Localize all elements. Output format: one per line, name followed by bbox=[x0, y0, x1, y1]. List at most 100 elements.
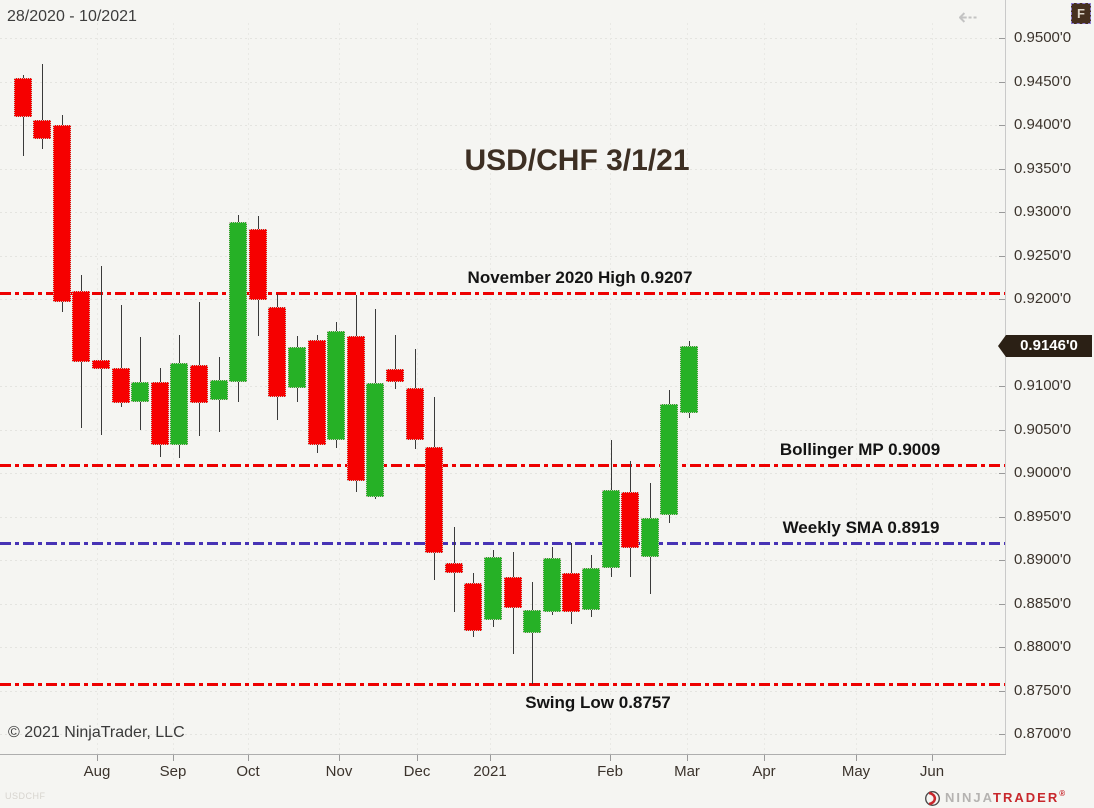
ninjatrader-logo-icon bbox=[925, 790, 940, 806]
gridline-horizontal bbox=[0, 299, 1005, 300]
time-axis-label: Mar bbox=[674, 763, 700, 780]
candle-body-down bbox=[307, 339, 326, 446]
price-axis-label: 0.9000'0 bbox=[1014, 464, 1072, 481]
level-annotation: Weekly SMA 0.8919 bbox=[782, 518, 940, 538]
level-annotation: Bollinger MP 0.9009 bbox=[779, 440, 941, 460]
time-axis-tick bbox=[856, 755, 857, 761]
gridline-horizontal bbox=[0, 690, 1005, 692]
time-axis-tick bbox=[248, 755, 249, 761]
price-axis-label: 0.8850'0 bbox=[1014, 594, 1072, 612]
horizontal-level-line bbox=[0, 683, 1005, 687]
price-axis-line bbox=[1005, 0, 1006, 755]
price-axis-tick bbox=[999, 168, 1005, 170]
candle-body-up bbox=[523, 609, 542, 634]
candle-body-down bbox=[248, 228, 267, 300]
candle-wick bbox=[532, 581, 534, 685]
gridline-horizontal bbox=[0, 38, 1005, 39]
plot-area[interactable]: November 2020 High 0.9207 Bollinger MP 0.… bbox=[0, 0, 1005, 755]
gridline-vertical bbox=[932, 23, 933, 754]
gridline-horizontal bbox=[0, 734, 1005, 735]
price-axis-label: 0.9300'0 bbox=[1014, 203, 1072, 220]
level-annotation: Swing Low 0.8757 bbox=[525, 693, 671, 713]
f-badge[interactable]: F bbox=[1071, 3, 1091, 24]
candle-body-up bbox=[131, 381, 150, 402]
time-axis-label: Sep bbox=[159, 763, 187, 780]
price-axis-label: 0.8950'0 bbox=[1014, 507, 1072, 525]
gridline-horizontal bbox=[0, 560, 1005, 561]
price-axis-label: 0.9050'0 bbox=[1014, 420, 1072, 438]
horizontal-level-line bbox=[0, 464, 1005, 468]
price-axis-tick bbox=[999, 386, 1005, 387]
price-axis-tick bbox=[999, 560, 1005, 561]
price-axis-label: 0.9100'0 bbox=[1014, 377, 1072, 394]
horizontal-level-line bbox=[0, 291, 1005, 295]
price-axis-tick bbox=[999, 255, 1005, 257]
candle-body-down bbox=[621, 492, 640, 548]
scroll-to-latest-arrow-icon[interactable]: ⇠ bbox=[958, 3, 979, 31]
candle-body-down bbox=[13, 78, 32, 118]
gridline-vertical bbox=[610, 23, 611, 754]
candle-body-down bbox=[385, 368, 404, 382]
candle-body-up bbox=[287, 346, 306, 388]
gridline-horizontal bbox=[0, 168, 1005, 170]
candle-body-up bbox=[640, 518, 659, 558]
gridline-vertical bbox=[248, 23, 249, 754]
price-axis-tick bbox=[999, 734, 1005, 735]
time-axis-label: Jun bbox=[919, 763, 945, 780]
candle-body-up bbox=[542, 558, 561, 613]
price-axis-tick bbox=[999, 38, 1005, 39]
price-axis-label: 0.8800'0 bbox=[1014, 638, 1072, 655]
time-axis-tick bbox=[97, 755, 98, 761]
price-axis-label: 0.9250'0 bbox=[1014, 246, 1072, 264]
price-axis-label: 0.9450'0 bbox=[1014, 72, 1072, 90]
candle-body-down bbox=[111, 367, 130, 404]
candle-body-up bbox=[366, 383, 385, 498]
gridline-horizontal bbox=[0, 255, 1005, 257]
ninjatrader-logo: NINJATRADER® bbox=[924, 789, 1065, 807]
candle-body-down bbox=[52, 125, 71, 303]
time-axis-label: Feb bbox=[597, 763, 623, 780]
gridline-horizontal bbox=[0, 473, 1005, 474]
time-axis-label: May bbox=[841, 763, 871, 780]
price-axis-label: 0.9200'0 bbox=[1014, 290, 1072, 307]
gridline-horizontal bbox=[0, 81, 1005, 83]
time-axis-label: Oct bbox=[236, 763, 260, 780]
last-price-badge: 0.9146'0 bbox=[998, 334, 1092, 357]
price-axis-tick bbox=[999, 603, 1005, 605]
price-axis-tick bbox=[999, 81, 1005, 83]
logo-registered-mark: ® bbox=[1059, 789, 1066, 798]
price-axis-tick bbox=[999, 299, 1005, 300]
time-axis-tick bbox=[417, 755, 418, 761]
date-range-label: 28/2020 - 10/2021 bbox=[7, 8, 137, 25]
candle-body-down bbox=[503, 576, 522, 608]
time-axis-label: Aug bbox=[83, 763, 111, 780]
candle-body-down bbox=[268, 306, 287, 398]
price-axis-tick bbox=[999, 212, 1005, 213]
candle-body-up bbox=[209, 379, 228, 400]
candle-body-down bbox=[91, 359, 110, 370]
candle-body-up bbox=[601, 489, 620, 568]
candle-body-down bbox=[562, 573, 581, 613]
price-axis-tick bbox=[999, 516, 1005, 518]
candle-body-up bbox=[660, 404, 679, 515]
gridline-vertical bbox=[764, 23, 765, 754]
gridline-vertical bbox=[490, 23, 491, 754]
candle-body-down bbox=[346, 336, 365, 481]
candle-wick bbox=[394, 334, 396, 390]
horizontal-level-line bbox=[0, 542, 1005, 546]
time-axis-line bbox=[0, 754, 1006, 755]
price-axis-tick bbox=[999, 125, 1005, 126]
gridline-horizontal bbox=[0, 603, 1005, 605]
gridline-horizontal bbox=[0, 516, 1005, 518]
candle-body-up bbox=[581, 567, 600, 610]
logo-text-ninja: NINJA bbox=[945, 790, 994, 805]
copyright-label: © 2021 NinjaTrader, LLC bbox=[8, 724, 185, 741]
price-axis-tick bbox=[999, 647, 1005, 648]
time-axis-label: Nov bbox=[325, 763, 353, 780]
time-axis-tick bbox=[173, 755, 174, 761]
time-axis-tick bbox=[339, 755, 340, 761]
gridline-horizontal bbox=[0, 429, 1005, 431]
time-axis-tick bbox=[490, 755, 491, 761]
candle-body-up bbox=[229, 222, 248, 382]
